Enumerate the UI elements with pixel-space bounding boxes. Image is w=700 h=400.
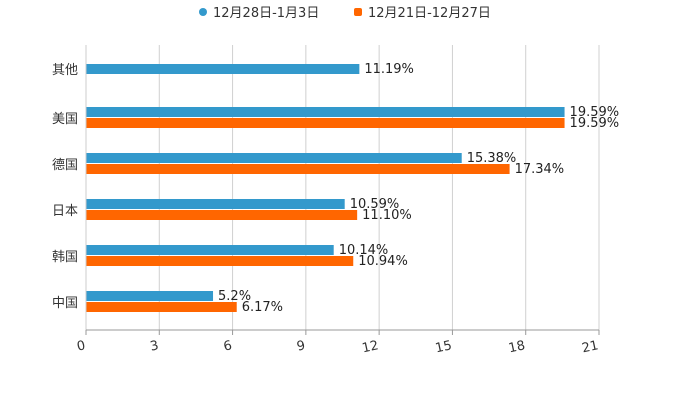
x-tick-label-3: 3: [149, 338, 160, 354]
value-label-美国-series-1: 19.59%: [570, 105, 620, 120]
bar-日本-series-2: [86, 210, 358, 220]
grid-lines: [85, 45, 600, 330]
category-label-中国: 中国: [52, 296, 78, 311]
bars: 11.19% 19.59% 15.38% 10.59% 10.14% 5.2% 19.59%…: [86, 62, 619, 315]
bar-德国-series-1: [86, 153, 462, 163]
legend-marker-series-1: [199, 8, 207, 16]
bar-其他-series-1: [86, 64, 360, 74]
category-label-其他: 其他: [52, 63, 78, 78]
x-tick-label-12: 12: [361, 338, 380, 356]
x-tick-label-18: 18: [507, 338, 526, 356]
value-label-韩国-series-1: 10.14%: [339, 243, 389, 258]
bar-中国-series-2: [86, 302, 237, 312]
bar-美国-series-2: [86, 118, 565, 128]
legend: 12月28日-1月3日 12月21日-12月27日: [199, 6, 491, 21]
value-label-德国-series-1: 15.38%: [467, 151, 517, 166]
category-label-韩国: 韩国: [52, 250, 78, 265]
value-label-德国-series-2: 17.34%: [515, 162, 565, 177]
category-label-德国: 德国: [52, 158, 78, 173]
x-tick-label-9: 9: [295, 338, 306, 354]
value-label-美国-series-2: 19.59%: [570, 116, 620, 131]
legend-label-series-2: 12月21日-12月27日: [368, 6, 491, 21]
x-tick-label-0: 0: [76, 338, 87, 354]
legend-label-series-1: 12月28日-1月3日: [213, 6, 319, 21]
value-label-日本-series-2: 11.10%: [362, 208, 412, 223]
value-label-其他-series-1: 11.19%: [364, 62, 414, 77]
bar-韩国-series-1: [86, 245, 334, 255]
category-label-日本: 日本: [52, 204, 78, 219]
value-label-日本-series-1: 10.59%: [350, 197, 400, 212]
bar-韩国-series-2: [86, 256, 354, 266]
category-label-美国: 美国: [52, 112, 78, 127]
x-axis: 0 3 6 9 12 15 18 21: [76, 329, 600, 356]
x-tick-label-15: 15: [434, 338, 453, 356]
x-tick-label-21: 21: [581, 338, 600, 356]
bar-中国-series-1: [86, 291, 214, 301]
bar-美国-series-1: [86, 107, 565, 117]
value-label-中国-series-1: 5.2%: [218, 289, 251, 304]
value-label-中国-series-2: 6.17%: [242, 300, 283, 315]
bar-日本-series-1: [86, 199, 345, 209]
bar-德国-series-2: [86, 164, 510, 174]
x-tick-label-6: 6: [222, 338, 233, 354]
value-label-韩国-series-2: 10.94%: [358, 254, 408, 269]
legend-marker-series-2: [354, 8, 362, 16]
